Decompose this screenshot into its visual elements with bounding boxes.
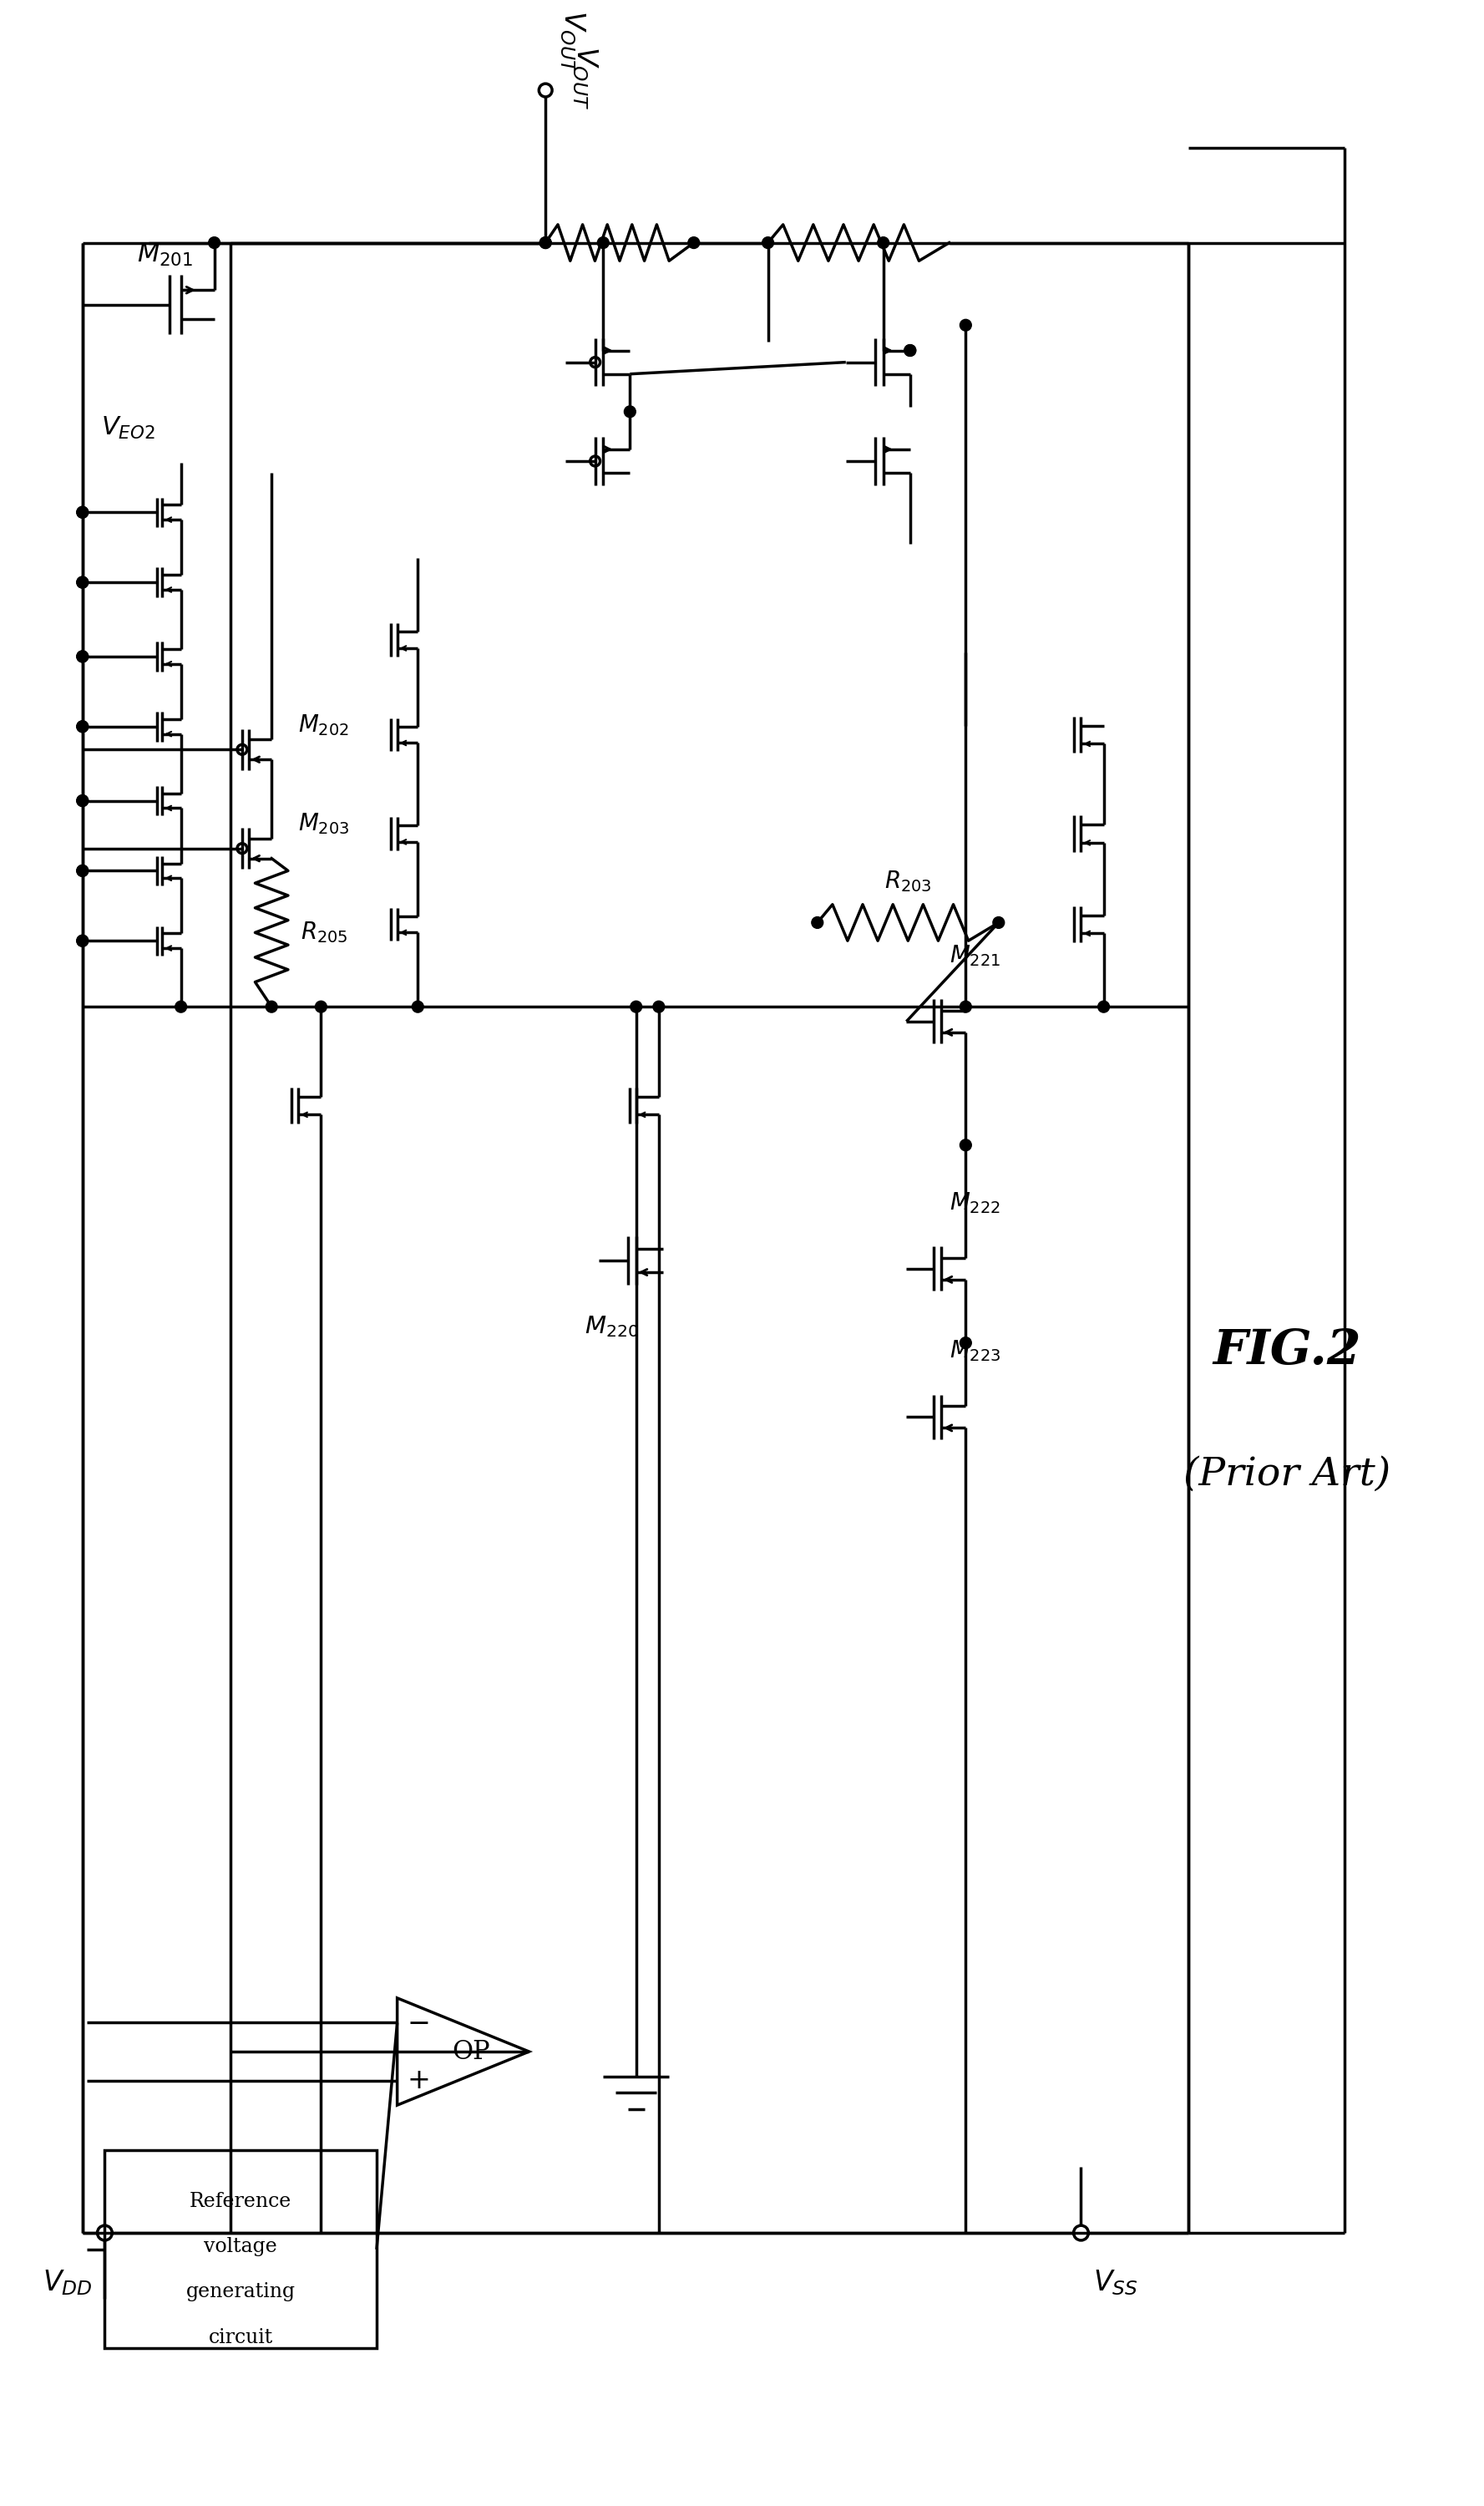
Text: $+$: $+$: [407, 2067, 429, 2095]
Circle shape: [77, 722, 88, 732]
Circle shape: [77, 794, 88, 807]
Text: $V_{OUT}$: $V_{OUT}$: [570, 45, 600, 110]
Circle shape: [209, 238, 220, 248]
Text: $M_{201}$: $M_{201}$: [137, 243, 193, 268]
Circle shape: [77, 652, 88, 662]
Circle shape: [540, 238, 551, 248]
Text: $M_{220}$: $M_{220}$: [585, 1313, 638, 1338]
Circle shape: [77, 506, 88, 519]
Circle shape: [175, 1000, 187, 1012]
Circle shape: [266, 1000, 278, 1012]
Circle shape: [77, 935, 88, 947]
Circle shape: [960, 1140, 972, 1150]
Text: OP: OP: [453, 2040, 490, 2065]
Circle shape: [77, 506, 88, 519]
Circle shape: [77, 576, 88, 589]
Circle shape: [763, 238, 773, 248]
Text: circuit: circuit: [208, 2328, 273, 2348]
Text: voltage: voltage: [203, 2238, 278, 2255]
Text: $R_{203}$: $R_{203}$: [884, 870, 932, 895]
Circle shape: [77, 865, 88, 877]
Circle shape: [625, 406, 635, 419]
Text: $M_{202}$: $M_{202}$: [298, 712, 349, 737]
Circle shape: [960, 1000, 972, 1012]
Circle shape: [631, 1000, 643, 1012]
Circle shape: [904, 346, 916, 356]
Text: $M_{222}$: $M_{222}$: [950, 1190, 1000, 1215]
Circle shape: [77, 865, 88, 877]
Circle shape: [904, 346, 916, 356]
Text: $V_{EO2}$: $V_{EO2}$: [101, 416, 154, 441]
Circle shape: [960, 1338, 972, 1348]
Circle shape: [540, 238, 551, 248]
Circle shape: [993, 917, 1005, 927]
Circle shape: [1098, 1000, 1110, 1012]
Circle shape: [689, 238, 699, 248]
Circle shape: [812, 917, 824, 927]
Circle shape: [77, 935, 88, 947]
Text: $M_{203}$: $M_{203}$: [298, 812, 350, 837]
Circle shape: [77, 576, 88, 589]
Text: $V_{OUT}$: $V_{OUT}$: [558, 10, 586, 73]
Text: $V_{SS}$: $V_{SS}$: [1094, 2268, 1138, 2298]
Circle shape: [77, 794, 88, 807]
Circle shape: [653, 1000, 665, 1012]
Text: $V_{DD}$: $V_{DD}$: [43, 2268, 92, 2298]
Circle shape: [413, 1000, 423, 1012]
Text: $M_{223}$: $M_{223}$: [950, 1338, 1000, 1363]
Text: Reference: Reference: [190, 2193, 292, 2210]
Circle shape: [598, 238, 608, 248]
Text: generating: generating: [186, 2283, 295, 2301]
Circle shape: [315, 1000, 326, 1012]
Text: $R_{205}$: $R_{205}$: [300, 920, 347, 945]
Text: FIG.2: FIG.2: [1212, 1328, 1361, 1376]
Text: $-$: $-$: [407, 2010, 429, 2035]
Circle shape: [877, 238, 889, 248]
Bar: [105, 2150, 377, 2348]
Text: $M_{221}$: $M_{221}$: [950, 942, 1000, 967]
Circle shape: [960, 318, 972, 331]
Text: (Prior Art): (Prior Art): [1183, 1456, 1391, 1494]
Circle shape: [77, 652, 88, 662]
Circle shape: [77, 722, 88, 732]
